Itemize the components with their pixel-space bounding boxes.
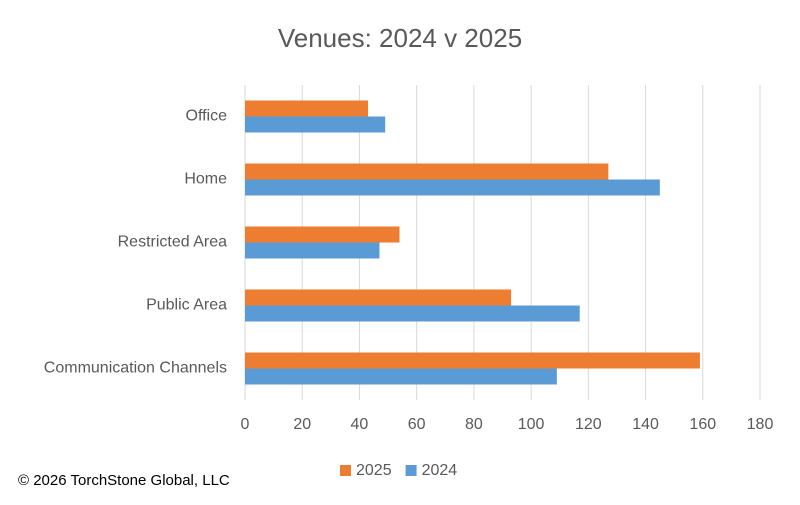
bar [245,305,580,322]
y-tick-label: Restricted Area [118,234,227,251]
y-tick-label: Communication Channels [44,360,227,377]
y-tick-label: Office [186,108,228,125]
x-tick-label: 0 [241,416,250,433]
bar [245,100,369,117]
x-tick-label: 40 [351,416,369,433]
x-tick-label: 120 [575,416,602,433]
bar [245,179,660,196]
x-tick-label: 140 [632,416,659,433]
x-tick-label: 60 [408,416,426,433]
legend-label: 2025 [356,462,392,479]
y-tick-label: Home [184,171,227,188]
legend-swatch [340,465,351,476]
legend-label: 2024 [422,462,458,479]
bar [245,352,700,369]
bar [245,116,386,133]
x-tick-label: 20 [293,416,311,433]
bar [245,368,557,385]
bar [245,289,512,306]
y-tick-label: Public Area [146,297,227,314]
chart-title: Venues: 2024 v 2025 [278,23,522,53]
bar [245,163,609,180]
footer: © 2026 TorchStone Global, LLC [18,472,230,489]
x-tick-label: 100 [518,416,545,433]
legend-swatch [405,465,417,476]
bar [245,242,380,259]
bar [245,226,400,243]
x-tick-label: 180 [747,416,774,433]
x-tick-label: 160 [689,416,716,433]
x-tick-label: 80 [465,416,483,433]
